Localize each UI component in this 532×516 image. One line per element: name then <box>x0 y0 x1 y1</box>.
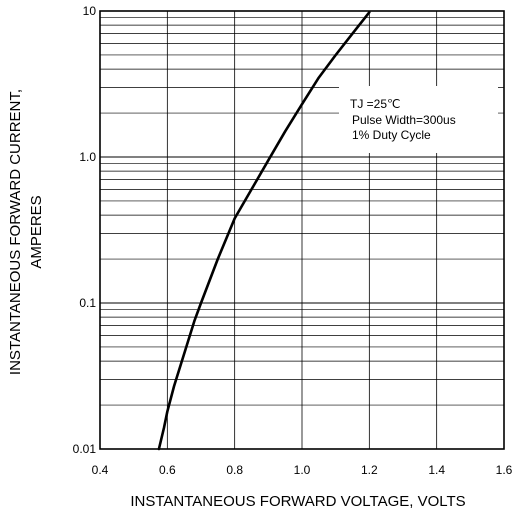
major-grid <box>100 11 504 449</box>
y-tick-label: 0.01 <box>73 442 97 456</box>
plot-frame <box>99 10 505 450</box>
x-tick-label: 1.4 <box>428 463 445 477</box>
y-axis-title-line-1: INSTANTANEOUS FORWARD CURRENT, <box>7 89 24 375</box>
x-tick-label: 1.2 <box>361 463 378 477</box>
y-axis-title-line-2: AMPERES <box>28 195 45 268</box>
x-tick-label: 0.4 <box>92 463 109 477</box>
annotation-duty-cycle: 1% Duty Cycle <box>352 128 431 142</box>
x-axis-title: INSTANTANEOUS FORWARD VOLTAGE, VOLTS <box>130 493 465 510</box>
x-tick-label: 1.0 <box>294 463 311 477</box>
x-tick-label: 1.6 <box>496 463 513 477</box>
x-tick-labels: 0.4 0.6 0.8 1.0 1.2 1.4 1.6 <box>92 463 513 477</box>
x-tick-label: 0.8 <box>226 463 243 477</box>
annotation-pulse-width: Pulse Width=300us <box>352 113 456 127</box>
y-tick-label: 0.1 <box>79 296 96 310</box>
y-tick-label: 10 <box>83 4 97 18</box>
annotation-temperature: TJ =25℃ <box>350 97 401 111</box>
x-tick-label: 0.6 <box>159 463 176 477</box>
y-tick-label: 1.0 <box>79 150 96 164</box>
y-tick-labels: 10 1.0 0.1 0.01 <box>73 4 97 456</box>
forward-characteristic-curve <box>157 11 371 451</box>
legend-box: TJ =25℃ Pulse Width=300us 1% Duty Cycle <box>339 86 498 153</box>
curve-layer <box>157 11 371 451</box>
